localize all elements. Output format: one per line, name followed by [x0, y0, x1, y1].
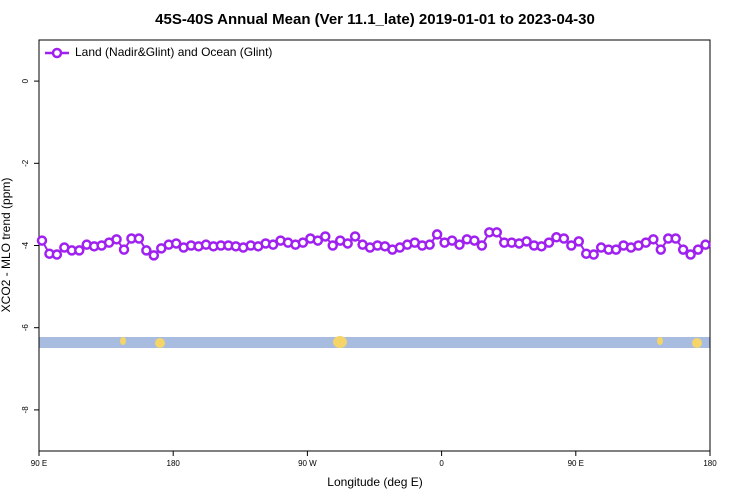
data-point: [36, 235, 48, 246]
land-ocean-strip: [39, 336, 710, 348]
legend-label: Land (Nadir&Glint) and Ocean (Glint): [75, 45, 272, 59]
data-point: [610, 244, 622, 255]
data-point: [111, 234, 122, 245]
y-tick-label: -4: [21, 241, 30, 249]
legend-marker: [51, 47, 63, 59]
data-point: [349, 231, 361, 242]
data-point: [685, 249, 696, 260]
data-point: [648, 234, 659, 245]
data-point: [133, 233, 145, 244]
data-point: [148, 250, 160, 261]
x-tick-label: 90 E: [31, 459, 47, 468]
data-point: [141, 245, 152, 256]
data-point: [677, 244, 689, 255]
x-tick-label: 180: [167, 459, 181, 468]
y-tick-label: -6: [21, 324, 30, 332]
data-point: [558, 233, 570, 244]
data-point: [454, 239, 465, 250]
data-point: [327, 240, 338, 251]
data-point: [573, 236, 585, 247]
data-point: [267, 239, 279, 250]
data-point: [588, 249, 599, 260]
data-point: [566, 240, 577, 251]
data-point: [74, 245, 85, 256]
data-point: [476, 240, 488, 251]
x-tick-label: 0: [439, 459, 444, 468]
data-point: [446, 235, 458, 246]
data-point: [543, 237, 555, 248]
data-point: [297, 237, 309, 248]
data-point: [700, 239, 711, 250]
data-point: [342, 238, 353, 249]
data-point: [312, 235, 324, 246]
x-tick-label: 90 E: [568, 459, 584, 468]
data-point: [51, 249, 63, 260]
data-point: [655, 244, 667, 255]
data-point: [424, 239, 435, 250]
y-tick-label: -2: [21, 159, 30, 167]
x-tick-label: 180: [703, 459, 717, 468]
y-tick-label: 0: [21, 78, 30, 83]
data-point: [692, 244, 704, 255]
x-axis-label: Longitude (deg E): [327, 475, 422, 489]
data-point: [320, 231, 331, 242]
data-point: [670, 233, 681, 244]
data-point: [431, 229, 443, 240]
x-tick-label: 90 W: [298, 459, 317, 468]
data-point: [469, 235, 480, 246]
y-axis-label: XCO2 - MLO trend (ppm): [0, 178, 13, 313]
data-point: [118, 244, 130, 255]
data-point: [170, 238, 182, 249]
chart-title: 45S-40S Annual Mean (Ver 11.1_late) 2019…: [155, 11, 595, 28]
data-point: [521, 236, 532, 247]
data-point: [491, 227, 503, 238]
y-tick-label: -8: [21, 406, 30, 414]
